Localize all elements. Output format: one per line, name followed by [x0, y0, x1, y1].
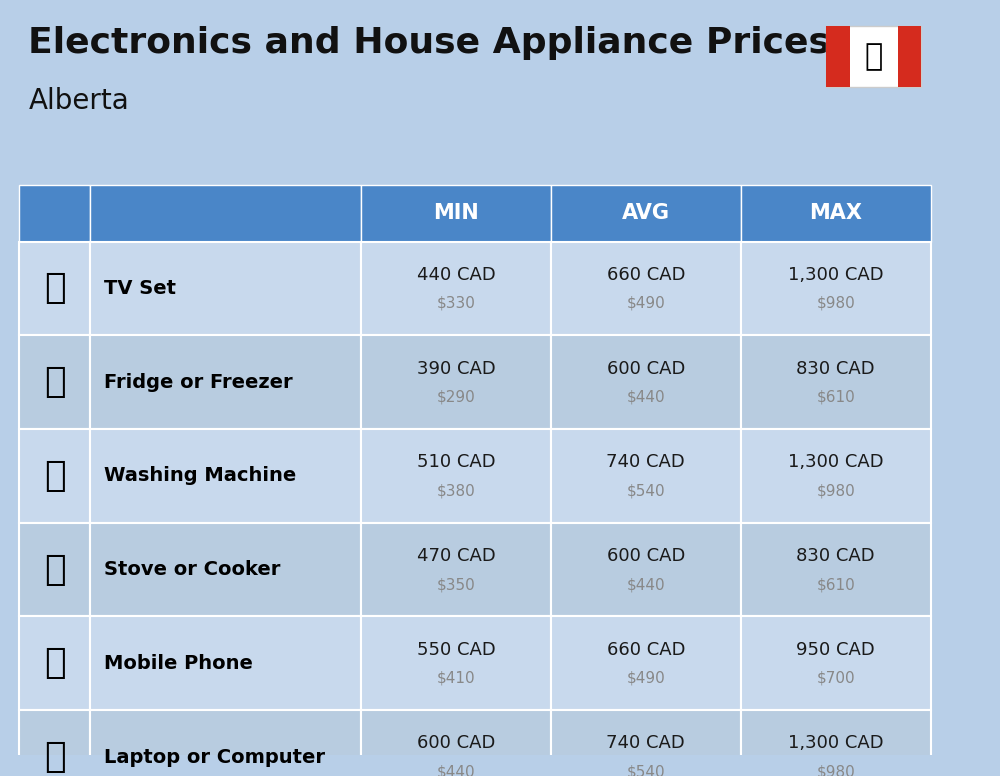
Text: 740 CAD: 740 CAD — [606, 734, 685, 753]
Text: 📺: 📺 — [44, 272, 65, 306]
Text: Alberta: Alberta — [28, 87, 129, 115]
Text: 🧺: 🧺 — [44, 459, 65, 493]
Text: Fridge or Freezer: Fridge or Freezer — [104, 372, 293, 392]
Text: 660 CAD: 660 CAD — [607, 266, 685, 284]
FancyBboxPatch shape — [19, 616, 90, 710]
FancyBboxPatch shape — [361, 429, 551, 523]
Text: Laptop or Computer: Laptop or Computer — [104, 747, 325, 767]
Text: $380: $380 — [437, 483, 475, 498]
FancyBboxPatch shape — [361, 523, 551, 616]
Text: 740 CAD: 740 CAD — [606, 453, 685, 471]
FancyBboxPatch shape — [741, 616, 931, 710]
Text: 660 CAD: 660 CAD — [607, 641, 685, 659]
Text: $440: $440 — [437, 764, 475, 776]
FancyBboxPatch shape — [90, 335, 361, 429]
FancyBboxPatch shape — [826, 26, 850, 87]
Text: 600 CAD: 600 CAD — [607, 547, 685, 565]
Text: 390 CAD: 390 CAD — [417, 359, 495, 378]
FancyBboxPatch shape — [551, 710, 741, 776]
Text: $610: $610 — [816, 390, 855, 405]
FancyBboxPatch shape — [361, 241, 551, 335]
Text: $700: $700 — [816, 671, 855, 686]
Text: 📱: 📱 — [44, 646, 65, 681]
FancyBboxPatch shape — [19, 241, 90, 335]
FancyBboxPatch shape — [741, 429, 931, 523]
Text: $440: $440 — [627, 577, 665, 592]
Text: 440 CAD: 440 CAD — [417, 266, 495, 284]
Text: TV Set: TV Set — [104, 279, 176, 298]
Text: 830 CAD: 830 CAD — [796, 547, 875, 565]
FancyBboxPatch shape — [90, 710, 361, 776]
FancyBboxPatch shape — [826, 26, 921, 87]
Text: $410: $410 — [437, 671, 475, 686]
Text: $980: $980 — [816, 296, 855, 311]
Text: MAX: MAX — [809, 203, 862, 223]
FancyBboxPatch shape — [551, 185, 741, 241]
Text: 830 CAD: 830 CAD — [796, 359, 875, 378]
Text: MIN: MIN — [433, 203, 479, 223]
FancyBboxPatch shape — [90, 241, 361, 335]
FancyBboxPatch shape — [741, 523, 931, 616]
Text: Mobile Phone: Mobile Phone — [104, 654, 253, 673]
Text: 1,300 CAD: 1,300 CAD — [788, 453, 884, 471]
Text: $610: $610 — [816, 577, 855, 592]
Text: $440: $440 — [627, 390, 665, 405]
Text: 470 CAD: 470 CAD — [417, 547, 495, 565]
FancyBboxPatch shape — [90, 185, 361, 241]
Text: 1,300 CAD: 1,300 CAD — [788, 266, 884, 284]
FancyBboxPatch shape — [551, 523, 741, 616]
Text: Electronics and House Appliance Prices: Electronics and House Appliance Prices — [28, 26, 830, 61]
FancyBboxPatch shape — [361, 185, 551, 241]
FancyBboxPatch shape — [551, 616, 741, 710]
Text: $980: $980 — [816, 764, 855, 776]
Text: $490: $490 — [626, 671, 665, 686]
FancyBboxPatch shape — [19, 523, 90, 616]
FancyBboxPatch shape — [741, 185, 931, 241]
Text: 950 CAD: 950 CAD — [796, 641, 875, 659]
Text: $350: $350 — [437, 577, 475, 592]
Text: 💻: 💻 — [44, 740, 65, 774]
FancyBboxPatch shape — [361, 710, 551, 776]
Text: $490: $490 — [626, 296, 665, 311]
FancyBboxPatch shape — [741, 241, 931, 335]
Text: $540: $540 — [627, 483, 665, 498]
Text: $540: $540 — [627, 764, 665, 776]
Text: 🍁: 🍁 — [865, 42, 883, 71]
FancyBboxPatch shape — [551, 429, 741, 523]
Text: $330: $330 — [436, 296, 475, 311]
FancyBboxPatch shape — [19, 185, 90, 241]
FancyBboxPatch shape — [361, 616, 551, 710]
FancyBboxPatch shape — [551, 335, 741, 429]
FancyBboxPatch shape — [19, 335, 90, 429]
FancyBboxPatch shape — [361, 335, 551, 429]
FancyBboxPatch shape — [90, 523, 361, 616]
Text: 🔥: 🔥 — [44, 553, 65, 587]
Text: 1,300 CAD: 1,300 CAD — [788, 734, 884, 753]
Text: AVG: AVG — [622, 203, 670, 223]
Text: $290: $290 — [437, 390, 475, 405]
FancyBboxPatch shape — [19, 429, 90, 523]
FancyBboxPatch shape — [741, 335, 931, 429]
Text: Stove or Cooker: Stove or Cooker — [104, 560, 281, 579]
FancyBboxPatch shape — [551, 241, 741, 335]
Text: 600 CAD: 600 CAD — [417, 734, 495, 753]
Text: 510 CAD: 510 CAD — [417, 453, 495, 471]
Text: 600 CAD: 600 CAD — [607, 359, 685, 378]
FancyBboxPatch shape — [898, 26, 921, 87]
FancyBboxPatch shape — [90, 616, 361, 710]
Text: Washing Machine: Washing Machine — [104, 466, 297, 485]
Text: 🧊: 🧊 — [44, 365, 65, 399]
FancyBboxPatch shape — [90, 429, 361, 523]
FancyBboxPatch shape — [19, 710, 90, 776]
Text: 550 CAD: 550 CAD — [417, 641, 495, 659]
FancyBboxPatch shape — [741, 710, 931, 776]
Text: $980: $980 — [816, 483, 855, 498]
